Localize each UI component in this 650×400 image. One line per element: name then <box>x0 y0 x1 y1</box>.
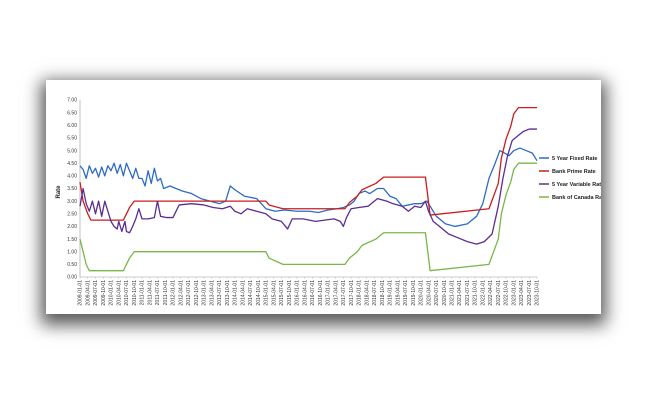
x-tick-label: 2009-01-01 <box>78 280 84 306</box>
x-tick-label: 2021-10-01 <box>473 280 479 306</box>
x-tick-label: 2012-10-01 <box>194 280 200 306</box>
x-tick-label: 2014-07-01 <box>248 280 254 306</box>
legend: 5 Year Fixed Rate Bank Prime Rate 5 Year V… <box>539 156 601 201</box>
x-tick-label: 2009-04-01 <box>85 280 91 306</box>
y-tick-label: 5.50 <box>67 136 77 142</box>
y-tick-label: 3.50 <box>67 186 77 192</box>
y-tick-label: 1.50 <box>67 237 77 243</box>
x-tick-label: 2019-01-01 <box>388 280 394 306</box>
x-tick-label: 2021-04-01 <box>457 280 463 306</box>
x-tick-label: 2011-10-01 <box>163 280 169 305</box>
x-tick-label: 2022-04-01 <box>488 280 494 306</box>
legend-label: Bank Prime Rate <box>552 169 596 175</box>
x-tick-label: 2012-04-01 <box>178 280 184 306</box>
x-tick-label: 2015-10-01 <box>287 280 293 306</box>
x-tick-label: 2022-10-01 <box>504 280 510 306</box>
series-line-4 <box>79 162 537 272</box>
y-tick-label: 0.50 <box>67 262 77 268</box>
x-tick-label: 2019-10-01 <box>411 280 417 306</box>
x-tick-label: 2015-01-01 <box>264 280 270 306</box>
series-lines <box>79 106 538 272</box>
x-tick-label: 2015-04-01 <box>271 280 277 306</box>
x-tick-label: 2023-04-01 <box>519 280 525 306</box>
x-tick-label: 2017-01-01 <box>326 280 332 306</box>
x-tick-label: 2013-07-01 <box>217 280 223 306</box>
y-tick-label: 6.00 <box>67 123 77 129</box>
x-tick-label: 2013-01-01 <box>202 280 208 306</box>
y-axis-title-group: Rate <box>56 185 62 199</box>
series-line-1 <box>79 147 538 228</box>
x-tick-label: 2015-07-01 <box>279 280 285 306</box>
y-tick-label: 1.00 <box>67 249 77 255</box>
x-tick-label: 2019-04-01 <box>395 280 401 306</box>
x-tick-label: 2016-10-01 <box>318 280 324 306</box>
x-tick-label: 2016-04-01 <box>302 280 308 306</box>
x-tick-label: 2013-10-01 <box>225 280 231 306</box>
series-line-3 <box>79 128 537 245</box>
x-tick-label: 2016-07-01 <box>310 280 316 306</box>
x-tick-label: 2023-01-01 <box>511 280 517 306</box>
y-tick-label: 5.00 <box>67 148 77 154</box>
legend-label: 5 Year Variable Rate <box>552 182 601 188</box>
x-tick-labels: 2009-01-01 2009-04-01 2009-07-01 2009-10-01… <box>78 280 541 306</box>
y-tick-label: 3.00 <box>67 199 77 205</box>
x-tick-label: 2014-04-01 <box>240 280 246 306</box>
x-tick-label: 2011-07-01 <box>155 280 161 305</box>
x-tick-label: 2020-07-01 <box>434 280 440 306</box>
y-tick-label: 2.00 <box>67 224 77 230</box>
x-tick-label: 2011-01-01 <box>140 280 146 305</box>
legend-label: Bank of Canada Rate <box>552 195 601 201</box>
x-tick-label: 2013-04-01 <box>209 280 215 306</box>
x-tick-label: 2022-01-01 <box>480 280 486 306</box>
x-tick-label: 2017-10-01 <box>349 280 355 306</box>
y-tick-label: 2.50 <box>67 211 77 217</box>
legend-label: 5 Year Fixed Rate <box>552 156 597 162</box>
x-tick-label: 2012-01-01 <box>171 280 177 306</box>
y-tick-label: 0.00 <box>67 275 77 281</box>
y-axis-label: Rate <box>56 185 62 199</box>
x-tick-label: 2020-01-01 <box>419 280 425 306</box>
x-tick-label: 2009-07-01 <box>93 280 99 306</box>
x-tick-label: 2018-04-01 <box>364 280 370 306</box>
x-tick-label: 2020-04-01 <box>426 280 432 306</box>
x-tick-label: 2009-10-01 <box>101 280 107 306</box>
x-tick-label: 2022-07-01 <box>496 280 502 306</box>
y-tick-label: 6.50 <box>67 110 77 116</box>
y-tick-label: 7.00 <box>67 98 77 104</box>
x-tick-label: 2014-01-01 <box>233 280 239 306</box>
y-tick-label: 4.00 <box>67 174 77 180</box>
x-tick-label: 2010-04-01 <box>116 280 122 306</box>
x-tick-label: 2018-10-01 <box>380 280 386 306</box>
x-tick-label: 2021-01-01 <box>449 280 455 306</box>
x-tick-label: 2017-04-01 <box>333 280 339 306</box>
x-tick-label: 2011-04-01 <box>147 280 153 305</box>
x-tick-label: 2010-07-01 <box>124 280 130 306</box>
x-tick-label: 2010-01-01 <box>109 280 115 306</box>
y-tick-labels: 0.00 0.50 1.00 1.50 2.00 2.50 3.00 3.50 4.00 4.50… <box>67 98 77 281</box>
x-tick-label: 2020-10-01 <box>442 280 448 306</box>
x-tick-label: 2023-10-01 <box>535 280 541 306</box>
x-tick-label: 2021-07-01 <box>465 280 471 306</box>
axes <box>79 100 538 279</box>
y-tick-label: 4.50 <box>67 161 77 167</box>
line-chart: Rate 0.00 0.50 1.00 1.50 2.00 2.50 3.00 3.50 4.0… <box>56 98 601 306</box>
chart-card: Rate 0.00 0.50 1.00 1.50 2.00 2.50 3.00 3.50 4.0… <box>46 80 601 314</box>
x-tick-label: 2014-10-01 <box>256 280 262 306</box>
x-tick-label: 2019-07-01 <box>403 280 409 306</box>
x-tick-label: 2012-07-01 <box>186 280 192 306</box>
x-tick-label: 2017-07-01 <box>341 280 347 306</box>
series-line-2 <box>79 106 537 221</box>
x-tick-label: 2016-01-01 <box>295 280 301 306</box>
x-tick-label: 2023-07-01 <box>527 280 533 306</box>
x-tick-label: 2018-01-01 <box>357 280 363 306</box>
x-tick-label: 2018-07-01 <box>372 280 378 306</box>
x-tick-label: 2010-10-01 <box>132 280 138 306</box>
